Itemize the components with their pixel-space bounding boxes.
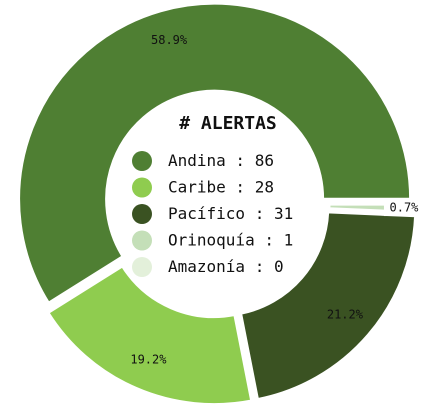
- legend-entry: Caribe : 28: [168, 177, 274, 196]
- legend-swatch: [132, 257, 152, 277]
- percent-label: 0.7%: [390, 201, 420, 215]
- legend-value: 31: [274, 204, 293, 223]
- legend-value: 0: [274, 257, 284, 276]
- legend-entry: Amazonía : 0: [168, 257, 284, 276]
- legend-swatch: [132, 151, 152, 171]
- legend-separator: :: [226, 151, 255, 170]
- percent-label: 58.9%: [151, 33, 188, 47]
- legend-swatch: [132, 177, 152, 198]
- legend-separator: :: [245, 257, 274, 276]
- legend-value: 1: [284, 230, 294, 249]
- legend-separator: :: [226, 177, 255, 196]
- legend-entry: Orinoquía : 1: [168, 230, 293, 249]
- legend-name: Caribe: [168, 177, 226, 196]
- chart-title: # ALERTAS: [179, 113, 277, 134]
- legend-separator: :: [255, 230, 284, 249]
- legend-value: 86: [255, 151, 274, 170]
- label-background: [383, 200, 423, 217]
- donut-segment: [238, 210, 418, 402]
- donut-segment: [17, 1, 413, 306]
- donut-segment: [45, 263, 254, 405]
- legend-separator: :: [245, 204, 274, 223]
- legend-name: Andina: [168, 151, 226, 170]
- percent-label: 21.2%: [327, 307, 364, 321]
- legend-swatch: [132, 230, 152, 251]
- legend-entry: Andina : 86: [168, 151, 274, 170]
- legend-name: Amazonía: [168, 257, 245, 276]
- legend-entry: Pacífico : 31: [168, 204, 293, 223]
- legend-name: Pacífico: [168, 204, 245, 223]
- legend-value: 28: [255, 177, 274, 196]
- legend-name: Orinoquía: [168, 230, 255, 249]
- percent-label: 19.2%: [130, 352, 167, 366]
- legend-swatch: [132, 204, 152, 224]
